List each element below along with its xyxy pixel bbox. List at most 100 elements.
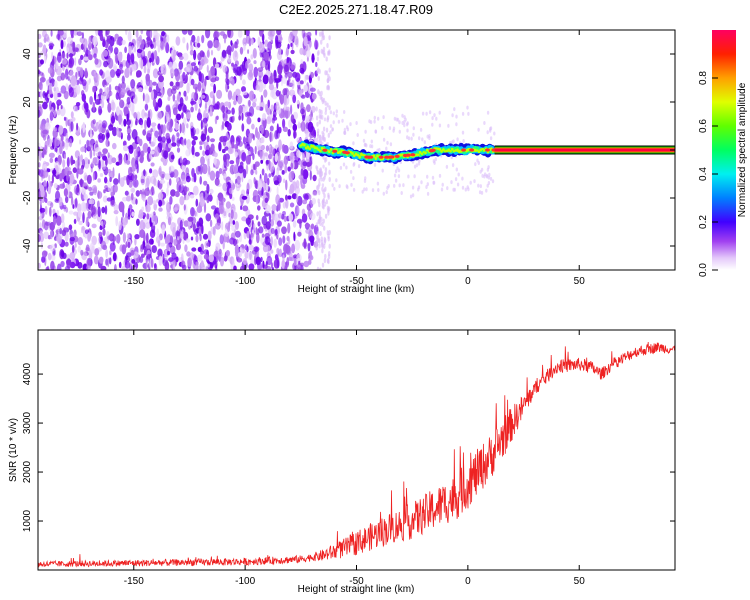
noise-speckle xyxy=(110,115,116,124)
noise-speckle xyxy=(41,256,46,263)
noise-speckle xyxy=(161,136,166,143)
noise-speckle xyxy=(98,108,103,114)
noise-speckle xyxy=(181,30,188,35)
noise-speckle xyxy=(207,230,212,241)
noise-speckle xyxy=(47,67,53,74)
noise-speckle xyxy=(49,100,53,111)
noise-speckle xyxy=(206,183,210,194)
noise-speckle xyxy=(83,193,88,201)
noise-speckle xyxy=(176,137,181,148)
noise-speckle xyxy=(223,37,227,44)
noise-speckle xyxy=(273,238,278,248)
noise-speckle xyxy=(191,167,195,178)
noise-speckle xyxy=(298,260,301,265)
noise-speckle xyxy=(96,73,100,83)
noise-speckle xyxy=(274,229,277,237)
noise-speckle xyxy=(147,195,154,206)
noise-speckle xyxy=(305,228,311,234)
noise-speckle xyxy=(67,187,70,198)
noise-speckle xyxy=(99,32,104,42)
noise-speckle xyxy=(309,40,312,48)
noise-speckle xyxy=(38,52,41,59)
sparse-speckle xyxy=(441,182,444,187)
noise-speckle xyxy=(75,160,81,169)
noise-speckle xyxy=(309,235,315,243)
noise-speckle xyxy=(190,236,194,241)
sparse-speckle xyxy=(319,173,323,178)
sparse-speckle xyxy=(374,129,378,134)
noise-speckle xyxy=(327,73,330,79)
noise-speckle xyxy=(268,173,272,178)
signal-track-mark xyxy=(440,149,443,153)
noise-speckle xyxy=(287,195,292,200)
noise-speckle xyxy=(185,74,188,83)
noise-speckle xyxy=(201,88,205,96)
sparse-speckle xyxy=(438,173,442,178)
noise-speckle xyxy=(210,128,213,133)
noise-speckle xyxy=(223,173,227,179)
noise-speckle xyxy=(112,167,115,178)
noise-speckle xyxy=(245,193,250,204)
noise-speckle xyxy=(327,192,330,198)
noise-speckle xyxy=(119,99,125,109)
sparse-speckle xyxy=(456,137,459,142)
noise-speckle xyxy=(244,244,248,251)
sparse-speckle xyxy=(332,111,335,116)
noise-speckle xyxy=(107,141,110,147)
noise-speckle xyxy=(72,41,76,53)
noise-speckle xyxy=(150,128,153,133)
noise-speckle xyxy=(287,71,293,78)
sparse-speckle xyxy=(385,190,388,195)
noise-speckle xyxy=(241,86,246,93)
noise-speckle xyxy=(135,147,140,152)
sparse-speckle xyxy=(454,177,458,182)
noise-speckle xyxy=(260,124,265,135)
noise-speckle xyxy=(50,254,56,261)
noise-speckle xyxy=(315,234,319,240)
noise-speckle xyxy=(292,123,298,132)
noise-speckle xyxy=(130,192,134,201)
noise-speckle xyxy=(191,34,196,43)
noise-speckle xyxy=(150,258,154,268)
noise-speckle xyxy=(107,152,110,159)
noise-speckle xyxy=(101,206,106,214)
noise-speckle xyxy=(124,67,130,79)
noise-speckle xyxy=(185,238,191,243)
noise-speckle xyxy=(316,266,320,270)
noise-speckle xyxy=(72,167,78,174)
noise-speckle xyxy=(324,238,327,243)
noise-speckle xyxy=(172,169,179,178)
noise-speckle xyxy=(121,39,126,46)
noise-speckle xyxy=(114,85,119,91)
signal-track-mark xyxy=(474,148,477,153)
noise-speckle xyxy=(205,30,211,39)
noise-speckle xyxy=(38,182,42,187)
noise-speckle xyxy=(297,231,302,237)
noise-speckle xyxy=(165,105,171,113)
noise-speckle xyxy=(56,99,62,106)
noise-speckle xyxy=(46,138,53,148)
noise-speckle xyxy=(174,100,178,107)
noise-speckle xyxy=(180,175,186,180)
sparse-speckle xyxy=(388,126,392,131)
sparse-speckle xyxy=(455,167,458,172)
noise-speckle xyxy=(197,254,203,262)
noise-speckle xyxy=(78,220,83,226)
sparse-speckle xyxy=(395,117,398,122)
noise-speckle xyxy=(327,50,330,56)
sparse-speckle xyxy=(349,122,352,127)
sparse-speckle xyxy=(447,123,450,128)
noise-speckle xyxy=(220,135,225,142)
noise-speckle xyxy=(324,100,327,106)
noise-speckle xyxy=(173,239,178,246)
noise-speckle xyxy=(223,154,227,163)
noise-speckle xyxy=(150,150,155,155)
noise-speckle xyxy=(241,195,248,200)
colorbar-label: Normalized spectral amplitude xyxy=(737,82,748,217)
sparse-speckle xyxy=(329,130,332,135)
noise-speckle xyxy=(283,215,287,222)
noise-speckle xyxy=(61,213,65,223)
noise-speckle xyxy=(270,227,275,235)
noise-speckle xyxy=(188,146,191,155)
